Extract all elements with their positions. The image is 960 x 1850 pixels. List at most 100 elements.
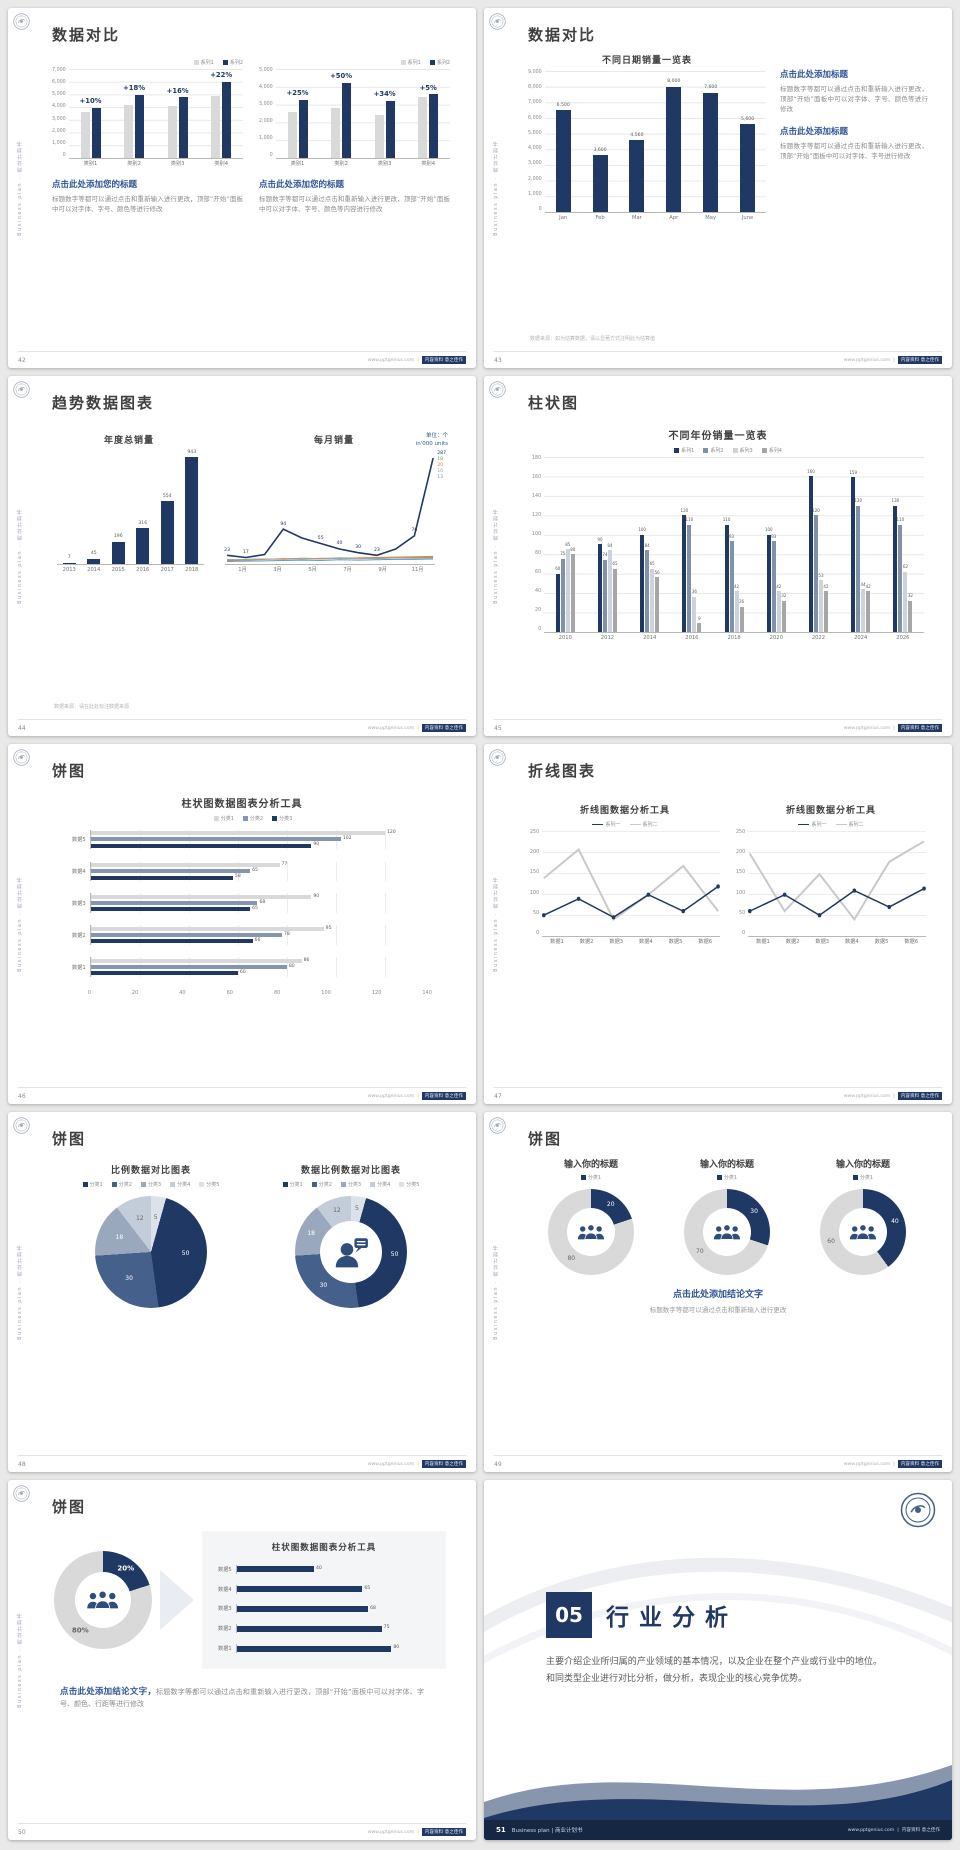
footer-separator: |: [893, 725, 895, 731]
footer-badge: 内容资料 意之佳作: [421, 724, 466, 732]
section-body: 主要介绍企业所归属的产业领域的基本情况，以及企业在整个产业或行业中的地位。和同类…: [546, 1657, 882, 1685]
slide-footer: 51 Business plan | 商业计划书 www.pptgenius.c…: [484, 1820, 952, 1840]
page-number: 51: [496, 1826, 506, 1834]
side-caption: Business plan · 商业计划书: [17, 508, 23, 604]
conclusion-heading: 点击此处添加结论文字: [672, 1290, 763, 1300]
slide-title: 数据对比: [52, 26, 121, 44]
yearly-sales-grouped-bar-chart: 系列1 系列2 系列3 系列4 180 160 140 120 100 80 60 40 20 0 60 75…: [532, 447, 924, 641]
slide-48: Business plan · 商业计划书 饼图 比例数据对比图表 分类1 分类2…: [8, 1112, 476, 1472]
page-number: 44: [18, 724, 26, 732]
page-number: 43: [494, 356, 502, 364]
section-title: 行业分析: [606, 1605, 738, 1631]
footer-separator: |: [417, 1093, 419, 1099]
comparison-bar-chart-right: 系列1 系列2 5,000 4,000 3,000 2,000 1,000 0 +25% +50%…: [259, 60, 450, 167]
footer-badge: 内容资料 意之佳作: [421, 1460, 466, 1468]
horizontal-bar-chart: 分类1 分类2 分类3 数据5 120 102 90 数据4 77 65 58 数据3 90 68 65 数据…: [72, 815, 434, 1001]
monthly-sales-line-chart: 23 17 94 55 40 30 23 76 287 18 20 16 13 1月 3月 5月 7月 9月 11月: [224, 451, 446, 573]
side-caption: Business plan · 商业计划书: [17, 140, 23, 236]
footer-separator: |: [893, 1093, 895, 1099]
slide-footer: 48 www.pptgenius.com | 内容资料 意之佳作: [18, 1455, 466, 1472]
brand-logo-icon: [489, 13, 506, 30]
chart-title: 折线图数据分析工具: [579, 806, 670, 816]
footer-url: www.pptgenius.com: [847, 1827, 895, 1833]
pie-chart: 分类1 分类2 分类3 分类4 分类5 5 50 30 18 12: [60, 1181, 242, 1308]
page-number: 45: [494, 724, 502, 732]
slide-footer: 42 www.pptgenius.com | 内容资料 意之佳作: [18, 351, 466, 368]
slide-title: 饼图: [52, 1498, 87, 1516]
block-heading: 点击此处添加您的标题: [52, 180, 138, 190]
line-chart-left: 系列一 系列二 250 200 150 100 50 0 数据1 数据2 数据3 数据4 数据5 数据6: [530, 821, 720, 945]
footer-badge: 内容资料 意之佳作: [897, 356, 942, 364]
slide-43: Business plan · 商业计划书 数据对比 不同日期销量一览表 9,0…: [484, 8, 952, 368]
footer-badge: 内容资料 意之佳作: [421, 356, 466, 364]
footer-badge: 内容资料 意之佳作: [421, 1092, 466, 1100]
block-heading: 输入你的标题: [699, 1160, 754, 1170]
annual-sales-bar-chart: 7 45 196 316 554 943 2013 2014 2015 2016 2017 2018: [54, 450, 204, 573]
footer-url: www.pptgenius.com: [367, 357, 415, 363]
footer-url: www.pptgenius.com: [843, 1461, 891, 1467]
footer-separator: |: [893, 357, 895, 363]
side-caption: Business plan · 商业计划书: [493, 1244, 499, 1340]
slide-50: Business plan · 商业计划书 饼图 20% 80% 柱状图数据图表分…: [8, 1480, 476, 1840]
panel-title: 柱状图数据图表分析工具: [271, 1543, 377, 1553]
panel-horizontal-bar-chart: 数据5 40 数据4 65 数据3 68 数据2 75 数据1 80: [218, 1561, 430, 1657]
side-caption: Business plan · 商业计划书: [493, 876, 499, 972]
block-heading: 点击此处添加您的标题: [259, 180, 345, 190]
page-number: 50: [18, 1828, 26, 1836]
footer-badge: 内容资料 意之佳作: [897, 724, 942, 732]
brand-logo-icon: [13, 1485, 30, 1502]
slide-49: Business plan · 商业计划书 饼图 输入你的标题 分类1 20 80 …: [484, 1112, 952, 1472]
slide-47: Business plan · 商业计划书 折线图表 折线图数据分析工具 系列一…: [484, 744, 952, 1104]
footer-url: www.pptgenius.com: [367, 1093, 415, 1099]
brand-logo-icon: [489, 749, 506, 766]
chart-title: 柱状图数据图表分析工具: [181, 799, 303, 810]
daily-sales-bar-chart: 9,000 8,000 7,000 6,000 5,000 4,000 3,000 2,000…: [528, 70, 766, 221]
slide-title: 折线图表: [528, 762, 597, 780]
unit-label: 单位：个 in'000 units: [415, 433, 448, 448]
conclusion-body: 标题数字等都可以通过点击和重新输入进行更改: [649, 1306, 787, 1314]
side-caption: Business plan · 商业计划书: [493, 508, 499, 604]
line-chart-right: 系列一 系列二 250 200 150 100 50 0 数据1 数据2 数据3 数据4 数据5 数据6: [736, 821, 926, 945]
slide-footer: 46 www.pptgenius.com | 内容资料 意之佳作: [18, 1087, 466, 1104]
block-body: 标题数字等都可以通过点击和重新输入进行更改，顶部“开始”面板中可以对字体、字号、…: [52, 195, 243, 214]
side-caption: Business plan · 商业计划书: [493, 140, 499, 236]
footer-url: www.pptgenius.com: [843, 725, 891, 731]
slide-44: Business plan · 商业计划书 趋势数据图表 单位：个 in'000…: [8, 376, 476, 736]
chart-title: 不同年份销量一览表: [668, 431, 768, 442]
footer-url: www.pptgenius.com: [367, 725, 415, 731]
brand-logo-icon: [489, 1117, 506, 1134]
chart-title: 不同日期销量一览表: [601, 56, 692, 66]
slide-title: 数据对比: [528, 26, 597, 44]
brand-logo-icon: [13, 749, 30, 766]
slide-title: 趋势数据图表: [52, 394, 155, 412]
slide-footer: 49 www.pptgenius.com | 内容资料 意之佳作: [494, 1455, 942, 1472]
footer-separator: |: [417, 1829, 419, 1835]
slide-footer: 43 www.pptgenius.com | 内容资料 意之佳作: [494, 351, 942, 368]
footer-separator: |: [417, 725, 419, 731]
footer-url: www.pptgenius.com: [843, 357, 891, 363]
footer-separator: |: [417, 357, 419, 363]
slide-45: Business plan · 商业计划书 柱状图 不同年份销量一览表 系列1 系…: [484, 376, 952, 736]
slide-title: 柱状图: [528, 394, 580, 412]
footer-badge: 内容资料 意之佳作: [897, 1092, 942, 1100]
footer-separator: |: [893, 1461, 895, 1467]
donut-chart-2: 分类1 30 70: [664, 1174, 790, 1275]
page-number: 48: [18, 1460, 26, 1468]
footer-url: www.pptgenius.com: [843, 1093, 891, 1099]
page-number: 42: [18, 356, 26, 364]
footer-separator: |: [897, 1827, 899, 1833]
ratio-donut-chart: 20% 80%: [54, 1551, 152, 1649]
brand-logo-icon: [13, 381, 30, 398]
footer-separator: |: [417, 1461, 419, 1467]
slide-title: 饼图: [528, 1130, 563, 1148]
footer-brand: Business plan | 商业计划书: [511, 1828, 583, 1834]
section-number: 05: [546, 1592, 592, 1638]
block-body: 标题数字等都可以通过点击和重新输入进行更改，顶部“开始”面板中可以对字体、字号、…: [780, 85, 928, 114]
chart-title: 每月销量: [313, 436, 354, 446]
block-heading: 点击此处添加标题: [780, 127, 849, 138]
footer-badge: 内容资料 意之佳作: [901, 1828, 940, 1833]
block-heading: 输入你的标题: [835, 1160, 890, 1170]
brand-logo-icon: [489, 381, 506, 398]
brand-logo-icon: [900, 1492, 936, 1528]
